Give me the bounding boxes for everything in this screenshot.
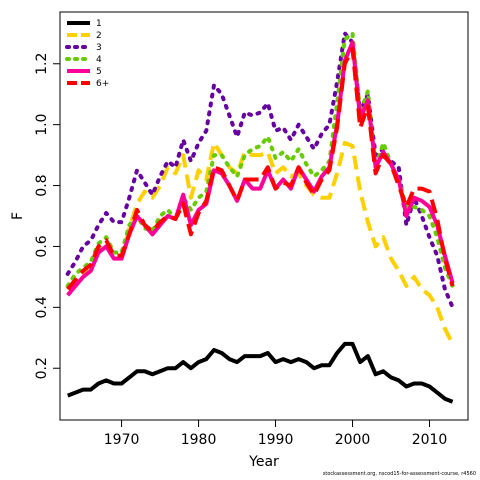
series-line-1 [66,341,454,404]
credit-text: stockassessment.org, nscod15-for-assessm… [322,471,476,477]
series-line-6 [66,46,455,291]
x-tick-label: 2010 [412,432,448,448]
x-tick-label: 1970 [104,432,140,448]
legend: 1 2 3 4 5 6+ [65,19,109,89]
legend-label-2: 2 [96,31,102,41]
legend-label-1: 1 [96,19,102,29]
x-tick-label: 1980 [181,432,217,448]
x-axis: 1970 1980 1990 2000 2010 [104,419,448,448]
y-tick-label: 1.2 [34,53,50,75]
legend-label-4: 4 [96,55,102,65]
series-line-2 [66,140,455,345]
y-axis: 0.2 0.4 0.6 0.8 1.0 1.2 [34,53,61,379]
y-axis-label: F [10,212,26,220]
x-tick-label: 2000 [335,432,371,448]
y-tick-label: 0.4 [34,296,50,318]
legend-label-3: 3 [96,43,102,53]
series-line-5 [66,40,455,297]
x-tick-label: 1990 [258,432,294,448]
y-tick-label: 1.0 [34,114,50,136]
legend-label-5: 5 [96,67,102,77]
series-layer [65,31,455,404]
y-tick-label: 0.8 [34,174,50,196]
x-axis-label: Year [248,454,279,470]
y-tick-label: 0.6 [34,235,50,257]
legend-label-6: 6+ [96,79,109,89]
y-tick-label: 0.2 [34,357,50,379]
